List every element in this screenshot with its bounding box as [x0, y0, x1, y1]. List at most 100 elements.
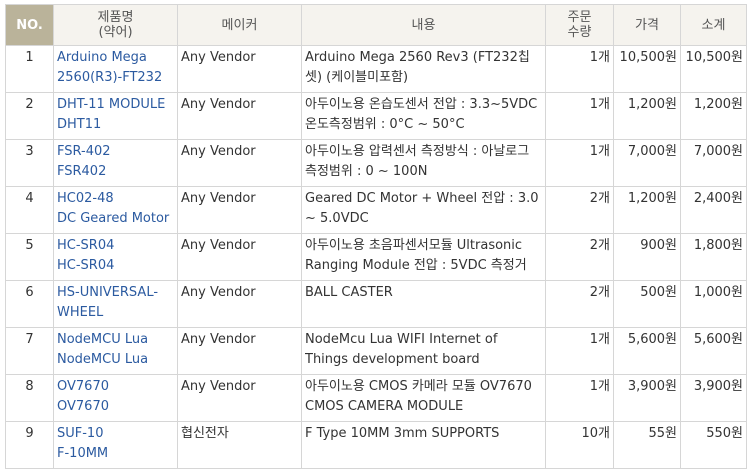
product-name-cell: FSR-402 FSR402 [53, 139, 178, 187]
description-cell: Geared DC Motor + Wheel 전압 : 3.0 ~ 5.0VD… [301, 186, 546, 234]
product-name-link[interactable]: Arduino Mega 2560(R3)-FT232 [57, 50, 163, 85]
quantity-cell: 10개 [545, 421, 614, 469]
description-text: 아두이노용 CMOS 카메라 모듈 OV7670 CMOS CAMERA MOD… [305, 379, 532, 414]
product-abbr-link[interactable]: FSR402 [57, 164, 107, 179]
price-cell: 500원 [613, 280, 681, 328]
subtotal-cell: 10,500원 [680, 45, 747, 93]
vendor-cell: Any Vendor [177, 280, 302, 328]
product-name-link[interactable]: HC02-48 [57, 191, 114, 206]
header-quantity: 주문 수량 [545, 4, 614, 46]
product-name-cell: Arduino Mega 2560(R3)-FT232 [53, 45, 178, 93]
product-abbr-link[interactable]: NodeMCU Lua [57, 352, 149, 367]
header-product-name-label: 제품명 (약어) [97, 10, 134, 40]
quantity-cell: 2개 [545, 186, 614, 234]
quantity-cell: 1개 [545, 374, 614, 422]
subtotal-cell: 2,400원 [680, 186, 747, 234]
vendor-cell: Any Vendor [177, 327, 302, 375]
quantity-cell: 2개 [545, 233, 614, 281]
row-number: 5 [5, 233, 54, 281]
vendor-cell: Any Vendor [177, 186, 302, 234]
subtotal-cell: 1,800원 [680, 233, 747, 281]
product-abbr-link[interactable]: DC Geared Motor [57, 211, 170, 226]
vendor-cell: Any Vendor [177, 139, 302, 187]
product-name-link[interactable]: NodeMCU Lua [57, 332, 149, 347]
header-quantity-label: 주문 수량 [567, 10, 592, 40]
price-cell: 1,200원 [613, 92, 681, 140]
description-cell: Arduino Mega 2560 Rev3 (FT232칩셋) (케이블미포함… [301, 45, 546, 93]
description-text: F Type 10MM 3mm SUPPORTS [305, 426, 500, 441]
product-name-link[interactable]: SUF-10 [57, 426, 104, 441]
subtotal-cell: 1,200원 [680, 92, 747, 140]
product-name-cell: SUF-10 F-10MM [53, 421, 178, 469]
header-no: NO. [5, 4, 54, 46]
product-abbr-link[interactable]: F-10MM [57, 446, 109, 461]
price-cell: 7,000원 [613, 139, 681, 187]
description-text: 아두이노용 온습도센서 전압 : 3.3~5VDC 온도측정범위 : 0°C ~… [305, 97, 538, 132]
price-cell: 5,600원 [613, 327, 681, 375]
price-cell: 900원 [613, 233, 681, 281]
description-cell: 아두이노용 온습도센서 전압 : 3.3~5VDC 온도측정범위 : 0°C ~… [301, 92, 546, 140]
description-cell: 아두이노용 압력센서 측정방식 : 아날로그 측정범위 : 0 ~ 100N [301, 139, 546, 187]
header-price: 가격 [613, 4, 681, 46]
vendor-cell: Any Vendor [177, 45, 302, 93]
row-number: 2 [5, 92, 54, 140]
product-name-cell: HC-SR04 HC-SR04 [53, 233, 178, 281]
table-row: 2 DHT-11 MODULE DHT11 Any Vendor 아두이노용 온습도센서… [5, 92, 747, 140]
vendor-cell: Any Vendor [177, 233, 302, 281]
product-name-cell: HS-UNIVERSAL-WHEEL [53, 280, 178, 328]
product-name-cell: DHT-11 MODULE DHT11 [53, 92, 178, 140]
table-row: 4 HC02-48 DC Geared Motor Any Vendor Geared … [5, 186, 747, 234]
header-product-name: 제품명 (약어) [53, 4, 178, 46]
quantity-cell: 1개 [545, 45, 614, 93]
row-number: 6 [5, 280, 54, 328]
table-header-row: NO. 제품명 (약어) 메이커 내용 주문 수량 가격 소계 [5, 4, 747, 46]
subtotal-cell: 550원 [680, 421, 747, 469]
description-text: BALL CASTER [305, 285, 393, 300]
subtotal-cell: 3,900원 [680, 374, 747, 422]
subtotal-cell: 7,000원 [680, 139, 747, 187]
table-row: 1 Arduino Mega 2560(R3)-FT232 Any Vendor Ar… [5, 45, 747, 93]
price-cell: 55원 [613, 421, 681, 469]
description-cell: F Type 10MM 3mm SUPPORTS [301, 421, 546, 469]
product-abbr-link[interactable]: HC-SR04 [57, 258, 115, 273]
quantity-cell: 2개 [545, 280, 614, 328]
header-subtotal: 소계 [680, 4, 747, 46]
description-cell: BALL CASTER [301, 280, 546, 328]
product-name-link[interactable]: OV7670 [57, 379, 109, 394]
product-abbr-link[interactable]: OV7670 [57, 399, 109, 414]
table-row: 7 NodeMCU Lua NodeMCU Lua Any Vendor NodeMcu… [5, 327, 747, 375]
description-text: Geared DC Motor + Wheel 전압 : 3.0 ~ 5.0VD… [305, 191, 539, 226]
quantity-cell: 1개 [545, 92, 614, 140]
product-name-cell: OV7670 OV7670 [53, 374, 178, 422]
product-name-cell: NodeMCU Lua NodeMCU Lua [53, 327, 178, 375]
header-vendor: 메이커 [177, 4, 302, 46]
row-number: 7 [5, 327, 54, 375]
table-row: 5 HC-SR04 HC-SR04 Any Vendor 아두이노용 초음파센서모듈 U… [5, 233, 747, 281]
row-number: 8 [5, 374, 54, 422]
table-row: 6 HS-UNIVERSAL-WHEEL Any Vendor BALL CASTER… [5, 280, 747, 328]
product-name-link[interactable]: HS-UNIVERSAL-WHEEL [57, 285, 159, 320]
description-text: 아두이노용 초음파센서모듈 Ultrasonic Ranging Module … [305, 238, 527, 273]
product-name-link[interactable]: DHT-11 MODULE [57, 97, 166, 112]
header-description: 내용 [301, 4, 546, 46]
price-cell: 1,200원 [613, 186, 681, 234]
vendor-cell: 협신전자 [177, 421, 302, 469]
product-name-link[interactable]: FSR-402 [57, 144, 111, 159]
table-row: 3 FSR-402 FSR402 Any Vendor 아두이노용 압력센서 측정방식 … [5, 139, 747, 187]
product-abbr-link[interactable]: DHT11 [57, 117, 102, 132]
subtotal-cell: 5,600원 [680, 327, 747, 375]
row-number: 9 [5, 421, 54, 469]
quantity-cell: 1개 [545, 327, 614, 375]
subtotal-cell: 1,000원 [680, 280, 747, 328]
description-cell: 아두이노용 CMOS 카메라 모듈 OV7670 CMOS CAMERA MOD… [301, 374, 546, 422]
description-text: 아두이노용 압력센서 측정방식 : 아날로그 측정범위 : 0 ~ 100N [305, 144, 530, 179]
vendor-cell: Any Vendor [177, 374, 302, 422]
vendor-cell: Any Vendor [177, 92, 302, 140]
product-name-link[interactable]: HC-SR04 [57, 238, 115, 253]
table-row: 9 SUF-10 F-10MM 협신전자 F Type 10MM 3mm SUPPORT… [5, 421, 747, 469]
price-cell: 3,900원 [613, 374, 681, 422]
row-number: 1 [5, 45, 54, 93]
table-row: 8 OV7670 OV7670 Any Vendor 아두이노용 CMOS 카메라 모듈… [5, 374, 747, 422]
price-cell: 10,500원 [613, 45, 681, 93]
product-name-cell: HC02-48 DC Geared Motor [53, 186, 178, 234]
